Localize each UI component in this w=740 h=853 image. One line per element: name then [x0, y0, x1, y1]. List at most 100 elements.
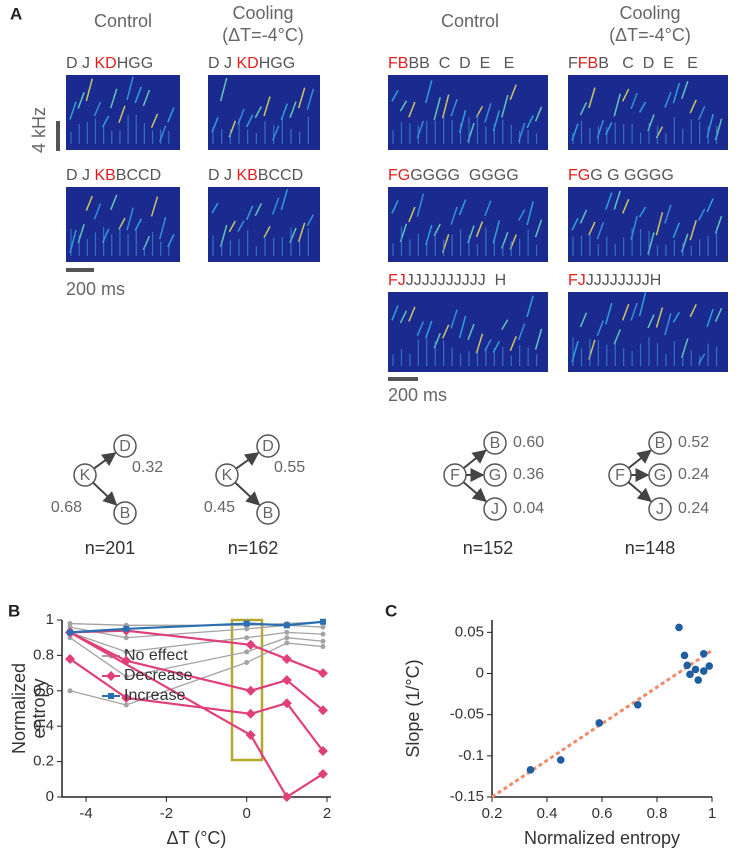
node	[483, 431, 507, 455]
spectrogram-streak	[433, 97, 441, 121]
marker-diamond	[317, 705, 328, 716]
spectrogram-streak	[167, 234, 175, 248]
spectrogram-streak	[408, 206, 416, 223]
syllable-highlight: KB	[236, 167, 257, 184]
spectrogram	[388, 187, 548, 262]
spectrogram	[388, 75, 548, 150]
spectrogram-streak	[126, 76, 134, 100]
spectrogram-texture	[571, 190, 723, 256]
syllable-sequence: D J KDHGG	[66, 55, 153, 72]
sample-count: n=148	[625, 538, 676, 558]
marker-diamond	[65, 653, 76, 664]
syllable-sequence: FBBB C D E E	[388, 55, 514, 72]
spectrogram-streak	[254, 203, 263, 216]
x-tick-label: 2	[323, 805, 331, 822]
node-label: B	[263, 505, 274, 522]
spectrogram-streak	[689, 303, 697, 318]
spectrogram-streak	[110, 88, 118, 109]
node	[648, 431, 672, 455]
x-tick-label: 0.4	[537, 805, 558, 822]
marker-circle	[123, 674, 129, 680]
spectrogram-texture	[69, 76, 175, 144]
marker-circle	[284, 629, 290, 635]
spectrogram	[568, 187, 728, 262]
marker-diamond	[281, 698, 292, 709]
node	[113, 434, 137, 458]
spectrogram-streak	[630, 92, 638, 110]
syllable-sequence: D J KDHGG	[208, 55, 295, 72]
spectrogram-streak	[391, 200, 399, 214]
spectrogram-streak	[664, 313, 672, 336]
spectrogram-streak	[118, 105, 126, 123]
spectrogram-streak	[681, 81, 689, 100]
spectrogram-streak	[579, 209, 588, 224]
spectrogram-streak	[85, 195, 94, 211]
marker-diamond	[317, 768, 328, 779]
spectrogram-streak	[126, 207, 134, 231]
spectrogram-streak	[297, 222, 306, 242]
spectrogram-streak	[219, 77, 228, 102]
marker-square	[319, 618, 326, 625]
spectrogram-streak	[450, 206, 458, 225]
node-label: B	[655, 435, 666, 452]
syllable-highlight: FJ	[568, 272, 586, 289]
spectrogram-streak	[237, 220, 245, 232]
spectrogram-streak	[93, 101, 102, 117]
spectrogram-streak	[245, 205, 254, 221]
spectrogram-streak	[280, 189, 289, 211]
syllable-sequence: FGGGGG GGGG	[388, 167, 519, 184]
marker-circle	[320, 624, 326, 630]
transition-arrow	[93, 452, 117, 470]
scatter-point	[675, 623, 683, 632]
marker-circle	[123, 649, 129, 655]
spectrogram-streak	[475, 333, 484, 354]
syllable-before: F	[568, 55, 578, 72]
spectrogram-streak	[534, 106, 543, 122]
spectrogram-streak	[85, 78, 94, 102]
spectrogram-streak	[254, 106, 262, 119]
spectrogram	[568, 75, 728, 150]
spectrogram-streak	[280, 103, 289, 121]
syllable-highlight: FB	[388, 55, 408, 72]
scatter-point	[705, 662, 714, 670]
node	[483, 497, 507, 521]
spectrogram-streak	[621, 303, 630, 321]
spectrogram-streak	[621, 198, 630, 214]
spectrogram-streak	[150, 196, 159, 217]
legend-entry: Decrease	[102, 667, 193, 684]
spectrogram-streak	[689, 99, 697, 114]
panel-label: A	[10, 4, 22, 23]
transition-arrow	[234, 481, 261, 506]
scatter-point	[694, 676, 703, 684]
node-label: J	[491, 501, 499, 518]
spectrogram-streak	[475, 221, 484, 238]
spectrogram	[208, 187, 320, 262]
spectrogram-streak	[441, 324, 450, 339]
node	[73, 463, 97, 487]
spectrogram-streak	[613, 329, 621, 345]
marker-circle	[320, 638, 326, 644]
legend-marker	[106, 671, 116, 681]
scatter-point	[526, 766, 535, 774]
spectrogram-streak	[534, 219, 543, 238]
spectrogram-streak	[579, 102, 588, 116]
spectrogram-streak	[399, 100, 408, 112]
node-label: F	[615, 467, 625, 484]
scatter-point	[633, 700, 642, 709]
marker-square	[67, 629, 74, 636]
spectrogram-streak	[605, 192, 613, 210]
spectrogram-streak	[655, 307, 664, 328]
spectrogram-streak	[638, 101, 647, 113]
spectrogram-streak	[263, 226, 271, 238]
spectrogram-streak	[450, 98, 458, 117]
spectrogram-streak	[630, 302, 638, 321]
spectrogram-streak	[484, 200, 492, 217]
y-tick-label: 0.6	[33, 682, 54, 699]
spectrogram-streak	[517, 323, 526, 341]
marker-diamond	[317, 745, 328, 756]
marker-circle	[244, 635, 250, 641]
transition-probability: 0.45	[204, 499, 235, 516]
spectrogram-streak	[647, 314, 655, 329]
scatter-point	[680, 651, 689, 660]
syllable-before: D J	[208, 55, 236, 72]
